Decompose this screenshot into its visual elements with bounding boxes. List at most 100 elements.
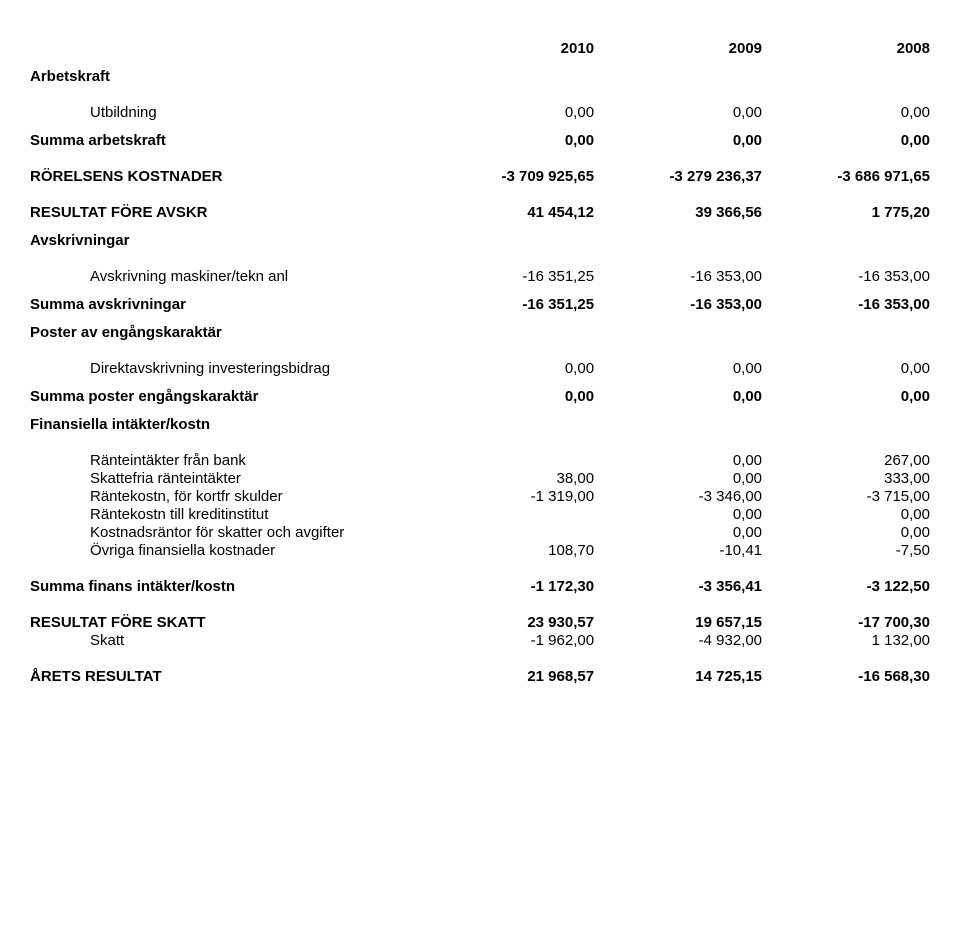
avskr-maskiner-label: Avskrivning maskiner/tekn anl (30, 268, 288, 286)
utbildning-v2: 0,00 (594, 104, 762, 122)
rantekostn-kredit-label: Räntekostn till kreditinstitut (30, 506, 268, 524)
rantekostn-kredit-v1 (426, 506, 594, 524)
summa-arbetskraft-v2: 0,00 (594, 132, 762, 150)
year-header-2008: 2008 (762, 40, 930, 58)
ovriga-fin-kostn-v1: 108,70 (426, 542, 594, 560)
direktavskr-row: Direktavskrivning investeringsbidrag 0,00… (30, 360, 930, 378)
ovriga-fin-kostn-v3: -7,50 (762, 542, 930, 560)
skattefria-rant-v1: 38,00 (426, 470, 594, 488)
rorelsens-kostnader-row: RÖRELSENS KOSTNADER-3 709 925,65-3 279 2… (30, 168, 930, 186)
rantekostn-kredit-row: Räntekostn till kreditinstitut 0,000,00 (30, 506, 930, 524)
resultat-fore-avskr-label: RESULTAT FÖRE AVSKR (30, 204, 426, 222)
summa-finans-row: Summa finans intäkter/kostn-1 172,30-3 3… (30, 578, 930, 596)
rorelsens-kostnader-v2: -3 279 236,37 (594, 168, 762, 186)
resultat-fore-skatt-v3: -17 700,30 (762, 614, 930, 632)
summa-avskrivningar-v2: -16 353,00 (594, 296, 762, 314)
rorelsens-kostnader-label: RÖRELSENS KOSTNADER (30, 168, 426, 186)
skattefria-rant-v2: 0,00 (594, 470, 762, 488)
direktavskr-v1: 0,00 (426, 360, 594, 378)
skattefria-rant-label: Skattefria ränteintäkter (30, 470, 241, 488)
arets-resultat-v1: 21 968,57 (426, 668, 594, 686)
summa-finans-v3: -3 122,50 (762, 578, 930, 596)
rantekostn-kredit-v2: 0,00 (594, 506, 762, 524)
ovriga-fin-kostn-v2: -10,41 (594, 542, 762, 560)
summa-arbetskraft-label: Summa arbetskraft (30, 132, 426, 150)
summa-avskrivningar-v1: -16 351,25 (426, 296, 594, 314)
summa-avskrivningar-label: Summa avskrivningar (30, 296, 426, 314)
rantekostn-kortfr-row: Räntekostn, för kortfr skulder-1 319,00-… (30, 488, 930, 506)
ranteint-bank-label: Ränteintäkter från bank (30, 452, 246, 470)
skatt-v1: -1 962,00 (426, 632, 594, 650)
utbildning-v3: 0,00 (762, 104, 930, 122)
summa-arbetskraft-v3: 0,00 (762, 132, 930, 150)
avskr-maskiner-v1: -16 351,25 (426, 268, 594, 286)
ranteint-bank-v3: 267,00 (762, 452, 930, 470)
avskrivningar-label: Avskrivningar (30, 232, 426, 250)
rantekostn-kortfr-v2: -3 346,00 (594, 488, 762, 506)
resultat-fore-avskr-v2: 39 366,56 (594, 204, 762, 222)
ranteint-bank-v1 (426, 452, 594, 470)
financial-table: 201020092008ArbetskraftUtbildning0,000,0… (30, 40, 930, 686)
summa-poster-eng-v3: 0,00 (762, 388, 930, 406)
summa-arbetskraft-row: Summa arbetskraft0,000,000,00 (30, 132, 930, 150)
direktavskr-v2: 0,00 (594, 360, 762, 378)
arbetskraft-heading: Arbetskraft (30, 68, 930, 86)
skattefria-rant-v3: 333,00 (762, 470, 930, 488)
resultat-fore-avskr-v3: 1 775,20 (762, 204, 930, 222)
avskr-maskiner-v2: -16 353,00 (594, 268, 762, 286)
year-header-2009: 2009 (594, 40, 762, 58)
rorelsens-kostnader-v3: -3 686 971,65 (762, 168, 930, 186)
summa-finans-label: Summa finans intäkter/kostn (30, 578, 426, 596)
ovriga-fin-kostn-row: Övriga finansiella kostnader 108,70-10,41… (30, 542, 930, 560)
year-header-row: 201020092008 (30, 40, 930, 58)
summa-avskrivningar-v3: -16 353,00 (762, 296, 930, 314)
skatt-v3: 1 132,00 (762, 632, 930, 650)
arets-resultat-row: ÅRETS RESULTAT21 968,5714 725,15-16 568,… (30, 668, 930, 686)
skatt-label: Skatt (30, 632, 124, 650)
resultat-fore-skatt-v2: 19 657,15 (594, 614, 762, 632)
resultat-fore-avskr-row: RESULTAT FÖRE AVSKR41 454,1239 366,561 7… (30, 204, 930, 222)
kostnadsrantor-v1 (426, 524, 594, 542)
kostnadsrantor-row: Kostnadsräntor för skatter och avgifter0… (30, 524, 930, 542)
summa-arbetskraft-v1: 0,00 (426, 132, 594, 150)
direktavskr-label: Direktavskrivning investeringsbidrag (30, 360, 330, 378)
ranteint-bank-v2: 0,00 (594, 452, 762, 470)
summa-poster-eng-v1: 0,00 (426, 388, 594, 406)
summa-poster-eng-v2: 0,00 (594, 388, 762, 406)
avskrivningar-heading: Avskrivningar (30, 232, 930, 250)
utbildning-label: Utbildning (30, 104, 157, 122)
direktavskr-v3: 0,00 (762, 360, 930, 378)
utbildning-v1: 0,00 (426, 104, 594, 122)
finansiella-heading: Finansiella intäkter/kostn (30, 416, 930, 434)
summa-finans-v2: -3 356,41 (594, 578, 762, 596)
summa-finans-v1: -1 172,30 (426, 578, 594, 596)
rorelsens-kostnader-v1: -3 709 925,65 (426, 168, 594, 186)
summa-avskrivningar-row: Summa avskrivningar-16 351,25-16 353,00-… (30, 296, 930, 314)
arets-resultat-label: ÅRETS RESULTAT (30, 668, 426, 686)
kostnadsrantor-label: Kostnadsräntor för skatter och avgifter (30, 524, 344, 542)
finansiella-label: Finansiella intäkter/kostn (30, 416, 426, 434)
resultat-fore-skatt-row: RESULTAT FÖRE SKATT23 930,5719 657,15-17… (30, 614, 930, 632)
arbetskraft-label: Arbetskraft (30, 68, 426, 86)
skattefria-rant-row: Skattefria ränteintäkter 38,000,00333,00 (30, 470, 930, 488)
ranteint-bank-row: Ränteintäkter från bank 0,00267,00 (30, 452, 930, 470)
summa-poster-eng-row: Summa poster engångskaraktär0,000,000,00 (30, 388, 930, 406)
resultat-fore-skatt-label: RESULTAT FÖRE SKATT (30, 614, 426, 632)
utbildning-row: Utbildning0,000,000,00 (30, 104, 930, 122)
rantekostn-kortfr-v1: -1 319,00 (426, 488, 594, 506)
poster-engangskar-label: Poster av engångskaraktär (30, 324, 426, 342)
arets-resultat-v3: -16 568,30 (762, 668, 930, 686)
resultat-fore-skatt-v1: 23 930,57 (426, 614, 594, 632)
rantekostn-kredit-v3: 0,00 (762, 506, 930, 524)
resultat-fore-avskr-v1: 41 454,12 (426, 204, 594, 222)
skatt-v2: -4 932,00 (594, 632, 762, 650)
arets-resultat-v2: 14 725,15 (594, 668, 762, 686)
skatt-row: Skatt -1 962,00-4 932,001 132,00 (30, 632, 930, 650)
year-header-2010: 2010 (426, 40, 594, 58)
summa-poster-eng-label: Summa poster engångskaraktär (30, 388, 426, 406)
ovriga-fin-kostn-label: Övriga finansiella kostnader (30, 542, 275, 560)
rantekostn-kortfr-label: Räntekostn, för kortfr skulder (30, 488, 283, 506)
rantekostn-kortfr-v3: -3 715,00 (762, 488, 930, 506)
avskr-maskiner-row: Avskrivning maskiner/tekn anl -16 351,25-… (30, 268, 930, 286)
poster-engangskar-heading: Poster av engångskaraktär (30, 324, 930, 342)
